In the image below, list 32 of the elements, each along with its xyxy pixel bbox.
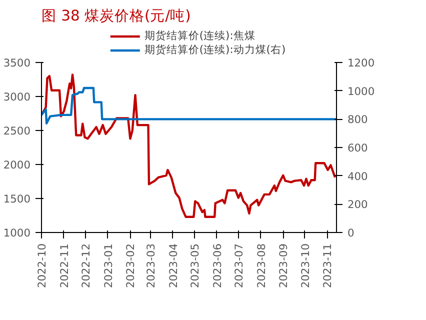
y2-tick-label: 1200	[348, 56, 375, 70]
y-tick-label: 2500	[3, 124, 31, 138]
y-tick-label: 3500	[3, 56, 31, 70]
x-tick-label: 2023-07	[232, 243, 246, 288]
y-tick-label: 1000	[3, 226, 31, 240]
line-series	[42, 74, 336, 218]
x-tick-label: 2023-02	[124, 243, 138, 288]
y2-tick-label: 400	[348, 170, 368, 183]
x-tick-label: 2023-09	[277, 243, 290, 288]
chart-title: 图 38 煤炭价格(元/吨)	[42, 8, 191, 24]
y2-tick-label: 600	[348, 142, 368, 154]
x-tick-label: 2022-12	[80, 243, 92, 288]
x-tick-label: 2022-11	[58, 243, 71, 288]
legend-label: 期货结算价(连续):动力煤(右)	[144, 42, 286, 56]
x-tick-label: 2022-10	[36, 243, 48, 288]
x-tick-label: 2023-03	[144, 243, 158, 288]
x-tick-label: 2023-10	[298, 243, 312, 288]
legend-label: 期货结算价(连续):焦煤	[144, 28, 256, 42]
y-tick-label: 3000	[3, 90, 31, 104]
y2-tick-label: 800	[348, 113, 368, 126]
line-series	[42, 86, 336, 125]
y2-tick-label: 200	[348, 198, 368, 212]
x-tick-label: 2023-04	[166, 243, 180, 288]
x-tick-label: 2023-01	[102, 243, 115, 288]
y2-tick-label: 0	[348, 226, 354, 240]
x-tick-label: 2023-11	[321, 243, 334, 288]
y2-tick-label: 1000	[348, 84, 375, 98]
y-tick-label: 2000	[3, 158, 31, 172]
x-tick-label: 2023-06	[210, 243, 224, 288]
y-tick-label: 1500	[3, 192, 31, 206]
x-tick-label: 2023-05	[188, 243, 202, 288]
x-tick-label: 2023-08	[254, 243, 268, 288]
